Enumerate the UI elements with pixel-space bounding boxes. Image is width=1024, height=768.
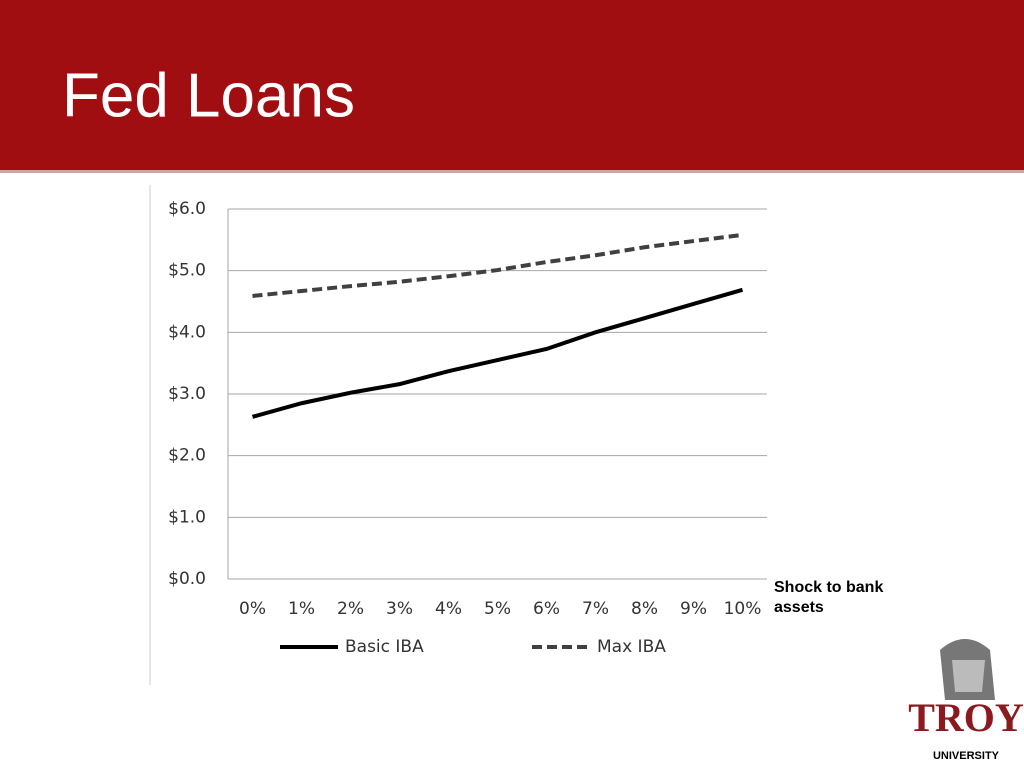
y-tick-label: $0.0	[168, 569, 206, 589]
x-tick-label: 0%	[239, 599, 266, 619]
y-tick-label: $1.0	[168, 507, 206, 527]
series-line	[251, 287, 744, 419]
x-tick-label: 1%	[288, 599, 315, 619]
annotation: Shock to bank assets	[774, 579, 884, 616]
x-tick-label: 7%	[582, 599, 609, 619]
x-tick-label: 10%	[724, 599, 762, 619]
x-tick-label: 5%	[484, 599, 511, 619]
header-rule	[0, 170, 1024, 173]
x-tick-label: 4%	[435, 599, 462, 619]
y-tick-label: $2.0	[168, 446, 206, 466]
logo-face	[952, 660, 985, 692]
legend-label: Basic IBA	[345, 637, 424, 657]
logo: TROY UNIVERSITY	[908, 639, 1024, 762]
x-tick-label: 2%	[337, 599, 364, 619]
header-band	[0, 0, 1024, 170]
x-tick-label: 3%	[386, 599, 413, 619]
series-line	[252, 232, 743, 298]
logo-subtitle: UNIVERSITY	[933, 750, 1000, 762]
y-tick-label: $5.0	[168, 261, 206, 281]
y-tick-label: $4.0	[168, 322, 206, 342]
slide-title: Fed Loans	[62, 61, 355, 130]
x-tick-label: 8%	[631, 599, 658, 619]
x-tick-label: 6%	[533, 599, 560, 619]
logo-name: TROY	[908, 695, 1024, 740]
x-tick-label: 9%	[680, 599, 707, 619]
y-tick-label: $3.0	[168, 384, 206, 404]
y-tick-label: $6.0	[168, 199, 206, 219]
legend-label: Max IBA	[597, 637, 666, 657]
